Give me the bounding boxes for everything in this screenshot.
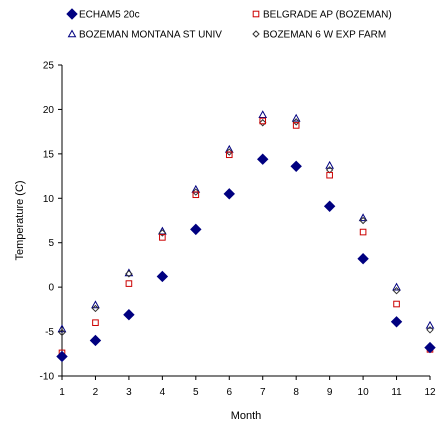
x-axis-title: Month xyxy=(231,410,262,422)
x-tick-label: 3 xyxy=(126,387,132,398)
data-point xyxy=(359,216,367,225)
x-tick-label: 12 xyxy=(424,387,436,398)
legend-marker xyxy=(67,29,77,38)
legend-item: ECHAM5 20c xyxy=(66,8,140,21)
data-point xyxy=(57,324,67,333)
data-point xyxy=(158,229,167,237)
x-tick-label: 1 xyxy=(59,387,65,398)
x-tick-label: 11 xyxy=(391,387,402,398)
series-2 xyxy=(57,110,435,333)
data-point xyxy=(159,234,166,241)
data-point xyxy=(125,270,133,278)
data-point xyxy=(92,319,99,326)
data-point xyxy=(190,223,202,236)
data-point xyxy=(291,113,301,122)
data-point xyxy=(358,213,368,222)
x-tick-label: 7 xyxy=(260,387,266,398)
y-tick-label: 5 xyxy=(48,238,54,249)
data-point xyxy=(424,341,436,354)
legend-label: BOZEMAN MONTANA ST UNIV xyxy=(79,30,222,41)
data-point xyxy=(392,282,401,291)
data-point xyxy=(223,188,235,200)
y-tick-label: -10 xyxy=(40,372,55,383)
data-point xyxy=(259,119,267,127)
data-point xyxy=(292,118,300,126)
data-point xyxy=(259,117,267,125)
data-point xyxy=(89,334,102,347)
series-1 xyxy=(58,117,434,357)
data-point xyxy=(425,320,435,329)
x-tick-label: 2 xyxy=(93,387,99,398)
legend: ECHAM5 20c BELGRADE AP (BOZEMAN) BOZEMAN M… xyxy=(66,8,392,41)
data-point xyxy=(258,110,268,119)
data-point xyxy=(91,300,100,309)
legend-label: BELGRADE AP (BOZEMAN) xyxy=(263,10,392,21)
data-point xyxy=(125,280,133,287)
y-axis-title: Temperature (C) xyxy=(14,180,26,260)
legend-item: BELGRADE AP (BOZEMAN) xyxy=(252,10,392,21)
legend-label: BOZEMAN 6 W EXP FARM xyxy=(263,30,386,41)
data-point xyxy=(390,316,403,328)
data-point xyxy=(156,270,169,283)
legend-item: BOZEMAN MONTANA ST UNIV xyxy=(67,29,222,41)
data-point xyxy=(392,286,401,295)
data-point xyxy=(225,148,233,156)
legend-marker xyxy=(66,8,78,20)
data-point xyxy=(225,151,233,159)
legend-marker xyxy=(252,30,260,38)
data-point xyxy=(326,171,333,179)
x-tick-label: 8 xyxy=(293,387,299,398)
legend-label: ECHAM5 20c xyxy=(79,10,140,21)
data-point xyxy=(158,226,167,235)
y-tick-label: 0 xyxy=(48,283,54,294)
data-point xyxy=(357,253,369,265)
x-tick-label: 10 xyxy=(358,387,370,398)
data-point xyxy=(123,308,135,321)
y-tick-label: -5 xyxy=(45,327,54,338)
data-point xyxy=(192,188,200,196)
data-point xyxy=(56,350,68,363)
y-tick-label: 10 xyxy=(43,194,55,205)
x-tick-label: 5 xyxy=(193,387,199,398)
y-tick-label: 20 xyxy=(43,105,55,116)
data-point xyxy=(290,160,302,173)
series-0 xyxy=(56,153,436,363)
legend-item: BOZEMAN 6 W EXP FARM xyxy=(252,30,386,41)
data-point xyxy=(359,228,367,236)
data-point xyxy=(292,122,300,129)
x-tick-label: 4 xyxy=(160,387,166,398)
y-tick-label: 15 xyxy=(43,149,55,160)
data-point xyxy=(323,200,336,212)
y-tick-label: 25 xyxy=(43,61,55,72)
data-point xyxy=(257,153,269,165)
data-point xyxy=(91,304,100,313)
series-3 xyxy=(58,118,434,337)
x-tick-label: 9 xyxy=(327,387,333,398)
x-axis-ticks: 1 2 3 4 5 6 7 8 9 10 11 12 xyxy=(59,376,436,398)
x-tick-label: 6 xyxy=(226,387,232,398)
data-point xyxy=(58,328,66,337)
data-point xyxy=(426,326,434,334)
y-axis-ticks: -10 -5 0 5 10 15 20 25 xyxy=(40,61,62,383)
data-point xyxy=(393,300,400,308)
legend-marker xyxy=(252,10,260,18)
data-points xyxy=(56,110,436,363)
data-point xyxy=(325,160,334,169)
data-point xyxy=(192,191,200,199)
